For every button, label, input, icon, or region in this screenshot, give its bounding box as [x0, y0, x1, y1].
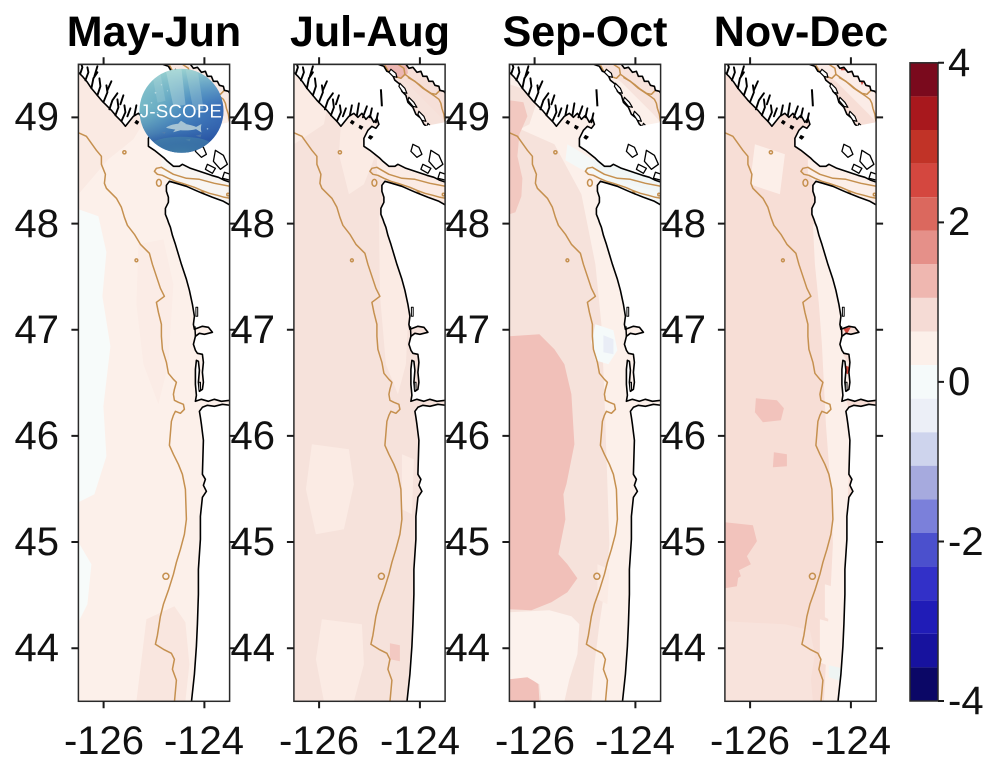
svg-text:J-SCOPE: J-SCOPE	[140, 100, 222, 121]
